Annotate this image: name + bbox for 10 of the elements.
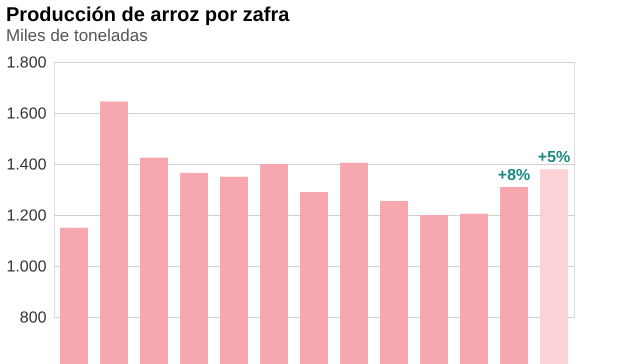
y-tick-label: 1.200 [6,208,47,224]
chart-title: Producción de arroz por zafra [6,4,290,26]
annotation: +8% [498,166,530,184]
chart-subtitle: Miles de toneladas [6,26,148,45]
y-tick-label: 1.800 [6,54,47,72]
y-tick-label: 1.600 [6,106,47,122]
annotation: +5% [538,149,570,166]
y-tick-label: 1.000 [6,258,47,276]
y-tick-label: 1.400 [6,156,47,174]
y-tick-label: 800 [20,310,47,326]
